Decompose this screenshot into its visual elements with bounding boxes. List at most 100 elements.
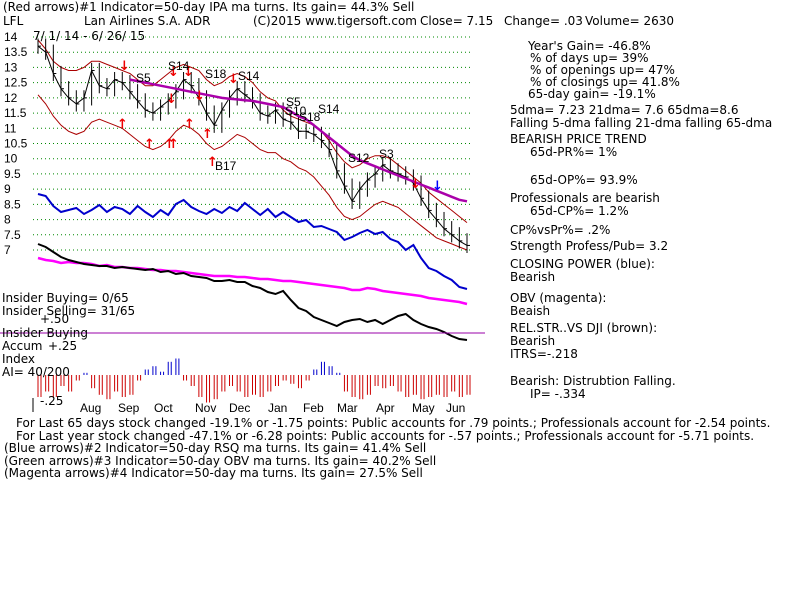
month-label: Feb (303, 401, 324, 415)
relstr-label: REL.STR..VS DJI (brown): (510, 321, 658, 335)
indicator1-line: (Red arrows)#1 Indicator=50-day IPA ma t… (3, 0, 415, 14)
month-label: Jun (446, 401, 465, 415)
red-down-arrow: ↓ (183, 65, 194, 80)
insider-buying-count: Insider Buying= 0/65 (2, 291, 129, 305)
signal-label: S10 (285, 104, 307, 118)
signal-label: B17 (215, 159, 237, 173)
signal-label: S3 (379, 147, 394, 161)
falling-dma: Falling 5-dma falling 21-dma falling 65-… (510, 116, 773, 130)
month-label: Apr (376, 401, 395, 415)
y-tick-label: 13.5 (4, 45, 28, 59)
y-tick-label: 11 (4, 121, 17, 135)
signal-label: S18 (205, 67, 227, 81)
cp-vs-pr: CP%vsPr%= .2% (510, 223, 611, 237)
y-tick-label: 7 (4, 243, 11, 257)
month-label: Mar (337, 401, 358, 415)
footer-line-5: (Magenta arrows)#4 Indicator=50-day ma t… (4, 466, 423, 480)
accum-label: Accum (2, 339, 43, 353)
signal-label: S14 (318, 102, 340, 116)
close-value: Close= 7.15 (420, 14, 494, 28)
footer-line-2: For Last year stock changed -47.1% or -6… (16, 429, 755, 443)
closings-up: % of closings up= 41.8% (530, 75, 680, 89)
insider-selling-count: Insider Selling= 31/65 (2, 304, 136, 318)
accum-plus50: +.50 (40, 312, 70, 326)
y-tick-label: 7.5 (4, 228, 21, 242)
y-tick-label: 8.5 (4, 197, 21, 211)
red-down-arrow: ↓ (166, 92, 177, 107)
symbol: LFL (3, 14, 24, 28)
red-up-arrow: ↑ (117, 117, 128, 132)
insider-buying-label: Insider Buying (2, 326, 88, 340)
obv-label: OBV (magenta): (510, 291, 607, 305)
y-tick-label: 12.5 (4, 76, 28, 90)
ma-65 (129, 78, 468, 203)
signal-label: S18 (299, 110, 321, 124)
signal-arrows: ↑↑ ↑↑↑↑↑↓ ↓ ↓↓↓↓↓↓ (117, 59, 443, 194)
change-value: Change= .03 (504, 14, 583, 28)
y-tick-label: 9 (4, 182, 11, 196)
y-tick-label: 11.5 (4, 106, 27, 120)
copyright: (C)2015 www.tigersoft.com (253, 14, 417, 28)
month-label: May (412, 401, 435, 415)
relstr-state: Bearish (510, 334, 556, 348)
volume-value: Volume= 2630 (585, 14, 675, 28)
y-tick-label: 12 (4, 91, 18, 105)
red-up-arrow: ↑ (144, 137, 155, 152)
red-down-arrow: ↓ (168, 65, 179, 80)
month-label: Nov (195, 401, 216, 415)
red-down-arrow: ↓ (410, 177, 421, 192)
relstr-line (37, 243, 468, 341)
strength: Strength Profess/Pub= 3.2 (510, 239, 669, 253)
y-tick-label: 10.5 (4, 137, 28, 151)
blue-down-arrow: ↓ (432, 179, 443, 194)
openings-up: % of openings up= 47% (530, 63, 675, 77)
red-up-arrow: ↑ (207, 155, 218, 170)
signal-label: S14 (168, 59, 190, 73)
closing-power-state: Bearish (510, 270, 556, 284)
month-label: Sep (118, 401, 140, 415)
op65: 65d-OP%= 93.9% (530, 173, 638, 187)
red-up-arrow: ↑ (184, 117, 195, 132)
footer-line-1: For Last 65 days stock changed -19.1% or… (16, 416, 771, 430)
signal-label: S5 (136, 71, 151, 85)
red-down-arrow: ↓ (228, 72, 239, 87)
bearish-price-trend: BEARISH PRICE TREND (510, 132, 647, 146)
signal-label: S14 (238, 69, 260, 83)
month-label: Jan (268, 401, 287, 415)
index-label: Index (2, 352, 36, 366)
distribution-state: Bearish: Distrubtion Falling. (510, 374, 676, 388)
ma-65-line (129, 78, 468, 203)
red-up-arrow: ↑ (164, 137, 175, 152)
x-axis-months: Aug Sep Oct Nov Dec Jan Feb Mar Apr May Jun (80, 401, 465, 415)
red-up-arrow: ↑ (202, 127, 213, 142)
envelope-bands (37, 39, 468, 251)
red-down-arrow: ↓ (119, 59, 130, 74)
red-up-arrow: ↑ (168, 137, 179, 152)
upper-band (37, 39, 468, 223)
obv-state: Beaish (510, 304, 551, 318)
gain-65: 65-day gain= -19.1% (528, 87, 656, 101)
footer-line-3: (Blue arrows)#2 Indicator=50-day RSQ ma … (4, 441, 427, 455)
red-down-arrow: ↓ (194, 89, 205, 104)
date-range: 7/ 1/ 14 - 6/ 26/ 15 (33, 29, 146, 43)
y-tick-label: 8 (4, 213, 11, 227)
accum-minus25: -.25 (40, 394, 64, 408)
pr65: 65d-PR%= 1% (530, 145, 618, 159)
accum-plus25: +.25 (48, 339, 78, 353)
ip-value: IP= -.334 (530, 387, 586, 401)
years-gain: Year's Gain= -46.8% (528, 39, 651, 53)
dma-values: 5dma= 7.23 21dma= 7.6 65dma=8.6 (510, 103, 739, 117)
signal-label: S12 (348, 151, 370, 165)
month-label: Dec (229, 401, 250, 415)
y-tick-label: 9.5 (4, 167, 21, 181)
lower-band (37, 94, 468, 251)
accum-index-histogram (32, 358, 471, 412)
closing-power-label: CLOSING POWER (blue): (510, 257, 655, 271)
ai-value: AI= 40/200 (2, 365, 70, 379)
y-tick-label: 10 (4, 152, 18, 166)
closing-power-line (37, 193, 468, 290)
month-label: Oct (154, 401, 173, 415)
